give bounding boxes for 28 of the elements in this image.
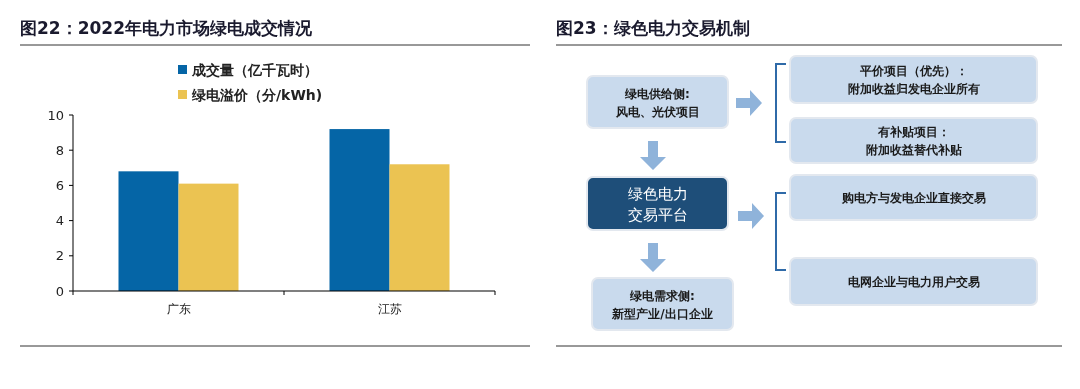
x-tick-label: 广东: [166, 302, 191, 316]
bar: [118, 171, 179, 291]
text: 新型产业/出口企业: [611, 306, 713, 321]
bar: [389, 164, 450, 291]
text: 平价项目（优先）：: [858, 64, 968, 79]
y-tick-label: 6: [55, 177, 64, 193]
y-tick-label: 4: [55, 213, 64, 229]
text: 绿色电力: [627, 184, 688, 203]
text: 交易平台: [627, 205, 688, 224]
text: 购电方与发电企业直接交易: [840, 191, 986, 206]
text: 电网企业与电力用户交易: [847, 275, 980, 290]
y-tick-label: 2: [55, 248, 64, 264]
text: 有补贴项目：: [876, 125, 950, 140]
text: 附加收益替代补贴: [865, 143, 962, 158]
text: 风电、光伏项目: [614, 104, 700, 119]
y-tick-label: 0: [55, 283, 64, 299]
text: 绿电供给侧:: [624, 86, 690, 101]
bar: [329, 129, 390, 291]
text: 附加收益归发电企业所有: [847, 82, 980, 97]
text: 绿电需求侧:: [629, 288, 695, 303]
legend-label: 成交量（亿千瓦时）: [191, 61, 318, 78]
x-tick-label: 江苏: [377, 302, 402, 316]
legend-label: 绿电溢价（分/kWh): [191, 86, 323, 103]
y-tick-label: 8: [55, 142, 64, 158]
text: 图23：绿色电力交易机制: [556, 18, 750, 38]
y-tick-label: 10: [47, 107, 64, 123]
chart-title: 图22：2022年电力市场绿电成交情况: [20, 18, 313, 38]
bar: [178, 183, 239, 291]
